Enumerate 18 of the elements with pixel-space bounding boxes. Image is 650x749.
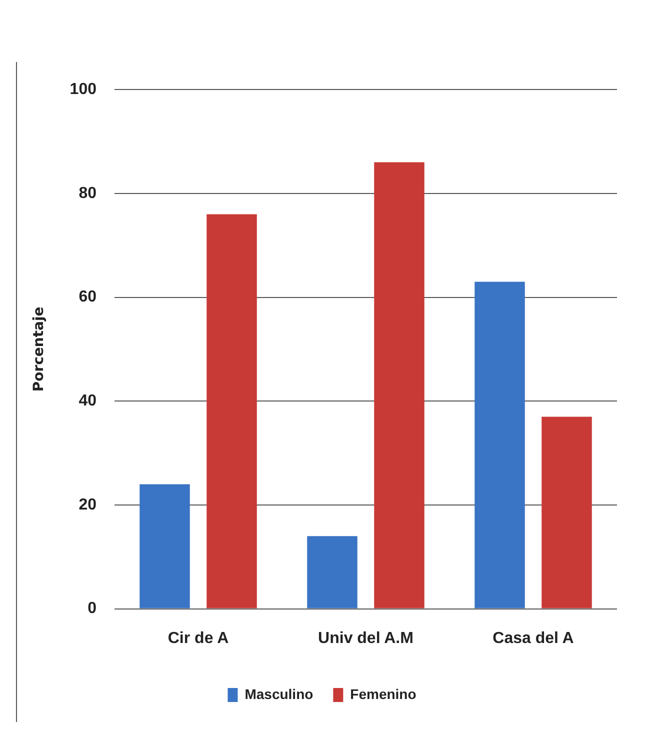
bar (474, 282, 525, 608)
y-tick-label: 0 (88, 600, 97, 618)
y-tick-label: 40 (78, 392, 97, 410)
y-tick-label: 80 (78, 184, 97, 202)
y-axis-title: Porcentaje (31, 306, 48, 392)
x-tick-label: Cir de A (168, 630, 230, 647)
legend-label: Femenino (350, 686, 416, 702)
bar (140, 484, 190, 608)
bar (542, 416, 592, 608)
legend-label: Masculino (244, 686, 314, 702)
x-tick-label: Casa del A (492, 630, 574, 647)
y-tick-label: 100 (70, 81, 97, 98)
bar (307, 536, 358, 608)
y-tick-label: 20 (78, 496, 97, 514)
x-tick-label: Univ del A.M (318, 630, 414, 647)
bar (206, 214, 257, 608)
bar (374, 162, 424, 608)
y-tick-label: 60 (78, 288, 97, 306)
